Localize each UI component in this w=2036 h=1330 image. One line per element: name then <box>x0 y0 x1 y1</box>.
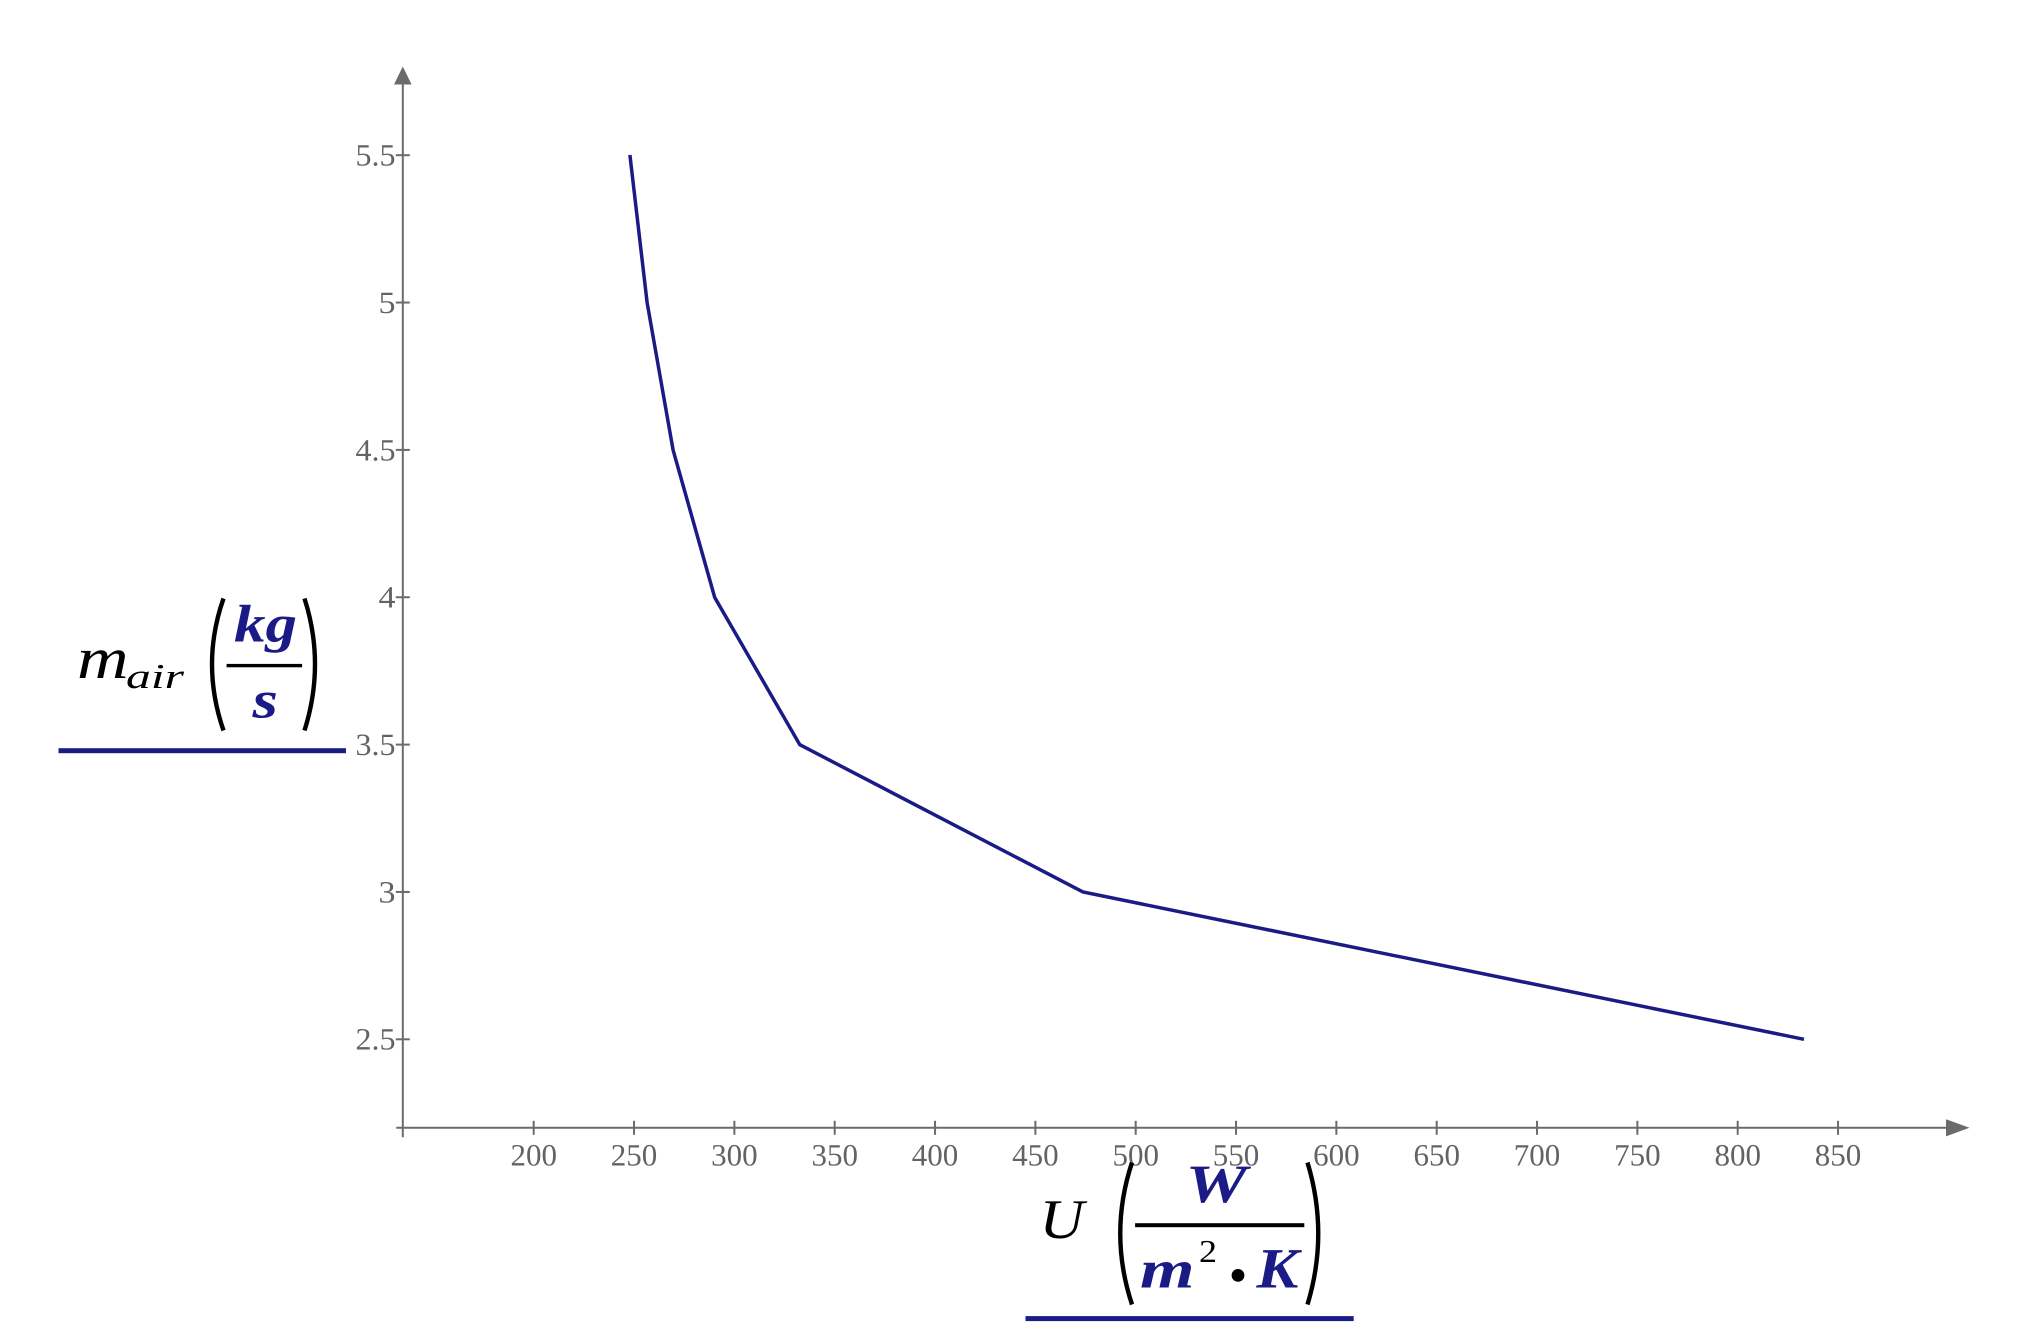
svg-text:600: 600 <box>1313 1138 1360 1173</box>
svg-text:850: 850 <box>1815 1138 1862 1173</box>
svg-text:m: m <box>77 625 129 691</box>
svg-text:3.5: 3.5 <box>356 727 396 762</box>
svg-text:650: 650 <box>1413 1138 1460 1173</box>
svg-text:4.5: 4.5 <box>356 432 396 467</box>
svg-text:kg: kg <box>234 595 297 653</box>
svg-text:500: 500 <box>1112 1138 1159 1173</box>
svg-text:450: 450 <box>1012 1138 1059 1173</box>
svg-text:2.5: 2.5 <box>356 1022 396 1057</box>
svg-text:s: s <box>251 672 278 730</box>
svg-text:U: U <box>1040 1189 1088 1251</box>
svg-text:5.5: 5.5 <box>356 138 396 173</box>
svg-text:2: 2 <box>1199 1233 1217 1269</box>
svg-text:700: 700 <box>1514 1138 1561 1173</box>
svg-text:K: K <box>1255 1238 1302 1301</box>
svg-text:550: 550 <box>1213 1138 1260 1173</box>
svg-text:air: air <box>126 657 185 696</box>
svg-text:400: 400 <box>912 1138 959 1173</box>
svg-text:m: m <box>1140 1240 1195 1300</box>
svg-text:200: 200 <box>510 1138 557 1173</box>
svg-text:750: 750 <box>1614 1138 1661 1173</box>
svg-text:5: 5 <box>379 285 396 320</box>
svg-text:300: 300 <box>711 1138 758 1173</box>
svg-text:4: 4 <box>379 580 397 615</box>
svg-text:250: 250 <box>611 1138 658 1173</box>
svg-text:W: W <box>1186 1154 1253 1214</box>
svg-text:800: 800 <box>1714 1138 1761 1173</box>
svg-text:3: 3 <box>379 874 396 909</box>
svg-text:350: 350 <box>811 1138 858 1173</box>
